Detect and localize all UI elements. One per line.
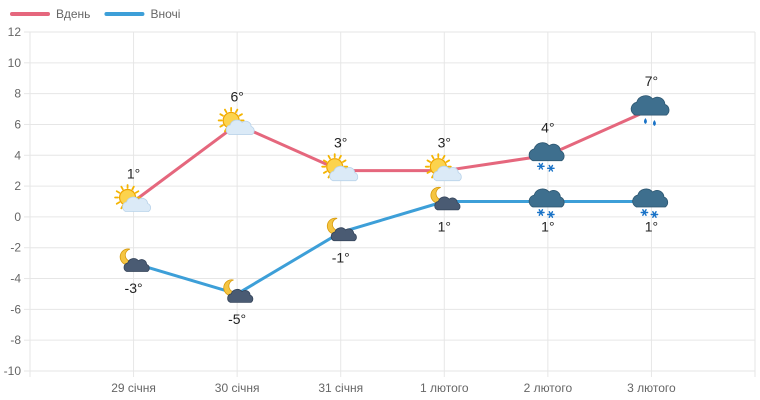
moon-cloud-icon: [223, 279, 254, 303]
x-tick-label: 2 лютого: [524, 381, 573, 395]
sun-ray: [426, 159, 431, 163]
sun-ray: [327, 154, 331, 160]
cloud-shape: [330, 227, 357, 242]
moon-cloud-icon: [119, 248, 150, 272]
sun-ray: [131, 185, 135, 191]
cloud-shape: [227, 288, 254, 303]
y-tick-label: 4: [14, 148, 21, 162]
y-tick-label: 10: [8, 56, 22, 70]
temperature-label: 3°: [438, 135, 451, 151]
snowflake-stroke: [538, 162, 544, 170]
temperature-label: 1°: [645, 219, 658, 235]
snowflake-stroke: [548, 164, 554, 172]
snowflake-stroke: [642, 209, 647, 216]
sun-ray: [234, 108, 239, 114]
x-tick-label: 31 січня: [318, 381, 363, 395]
sun-ray: [219, 113, 224, 117]
cloud-shape: [630, 95, 670, 116]
cloud-shape: [432, 165, 462, 182]
sun-cloud-icon: [217, 107, 255, 135]
legend-swatch-0: [10, 12, 50, 16]
x-tick-label: 1 лютого: [420, 381, 469, 395]
sun-ray: [322, 159, 328, 163]
sun-ray: [115, 201, 121, 205]
temperature-label: 7°: [645, 73, 658, 89]
legend-swatch-1: [104, 12, 145, 16]
sun-cloud-icon: [424, 153, 462, 182]
rain-drop: [643, 118, 647, 125]
y-tick-label: 2: [14, 179, 21, 193]
temperature-label: 6°: [230, 88, 243, 104]
sun-ray: [322, 170, 328, 174]
cloud-shape: [528, 142, 565, 162]
x-tick-label: 3 лютого: [627, 381, 676, 395]
cloud-shape: [122, 196, 151, 212]
sun-ray: [115, 190, 121, 194]
legend: Вдень Вночі: [10, 7, 180, 21]
temperature-label: -5°: [228, 311, 246, 327]
temperature-label: -1°: [332, 249, 350, 265]
cloud-shape: [528, 188, 565, 208]
sun-ray: [445, 159, 451, 163]
temperature-label: 4°: [541, 119, 554, 135]
y-tick-label: -10: [4, 364, 22, 378]
y-tick-label: 8: [14, 87, 21, 101]
axis-layer: 12 10 8 6 4 2 0 -2 -4 -6 -8 -10 29 січня 30 січня 31 с…: [4, 25, 676, 395]
sun-ray: [120, 185, 124, 191]
sun-ray: [431, 154, 435, 160]
sun-cloud-icon: [321, 153, 359, 182]
y-tick-label: -2: [10, 241, 21, 255]
dark-cloud-rain-icon: [630, 95, 670, 127]
cloud-shape: [434, 196, 461, 211]
series-line-1: [132, 200, 653, 296]
snowflake-stroke: [548, 211, 554, 218]
cloud-shape: [225, 119, 255, 135]
weather-icons: [114, 95, 670, 303]
x-tick-label: 30 січня: [215, 381, 260, 395]
sun-ray: [342, 159, 347, 163]
sun-ray: [134, 190, 140, 194]
series-line-0: [132, 107, 653, 203]
dark-cloud-snow-icon: [528, 142, 565, 172]
series-lines: [132, 107, 653, 296]
rain-drop: [652, 120, 656, 127]
y-tick-label: -6: [10, 302, 21, 316]
snowflake-stroke: [652, 211, 657, 218]
sun-ray: [219, 124, 224, 128]
temperature-label: 1°: [438, 219, 451, 235]
temperature-label: 1°: [541, 219, 554, 235]
y-tick-label: 0: [14, 210, 21, 224]
moon-cloud-icon: [430, 186, 461, 211]
temperature-label: 3°: [334, 135, 347, 151]
legend-label-0: Вдень: [56, 7, 90, 21]
sun-ray: [238, 113, 243, 117]
y-tick-label: -4: [10, 272, 21, 286]
sun-ray: [426, 170, 431, 174]
sun-ray: [223, 108, 228, 114]
temperature-label: -3°: [125, 280, 143, 296]
cloud-shape: [632, 188, 669, 208]
temperature-label: 1°: [127, 166, 140, 182]
sun-ray: [442, 154, 446, 160]
y-tick-label: 12: [8, 25, 22, 39]
dark-cloud-snow-icon: [528, 188, 565, 218]
y-tick-label: 6: [14, 117, 21, 131]
cloud-shape: [329, 165, 359, 182]
snowflake-stroke: [538, 209, 544, 216]
cloud-shape: [123, 258, 150, 272]
temperature-labels: 1° 6° 3° 3° 4° 7° -3° -5° -1° 1° 1° 1°: [125, 73, 659, 327]
moon-cloud-icon: [326, 217, 357, 242]
legend-label-1: Вночі: [150, 7, 180, 21]
x-tick-label: 29 січня: [111, 381, 156, 395]
dark-cloud-snow-icon: [632, 188, 669, 218]
y-tick-label: -8: [10, 333, 21, 347]
sun-ray: [338, 154, 342, 160]
sun-cloud-icon: [114, 184, 151, 212]
